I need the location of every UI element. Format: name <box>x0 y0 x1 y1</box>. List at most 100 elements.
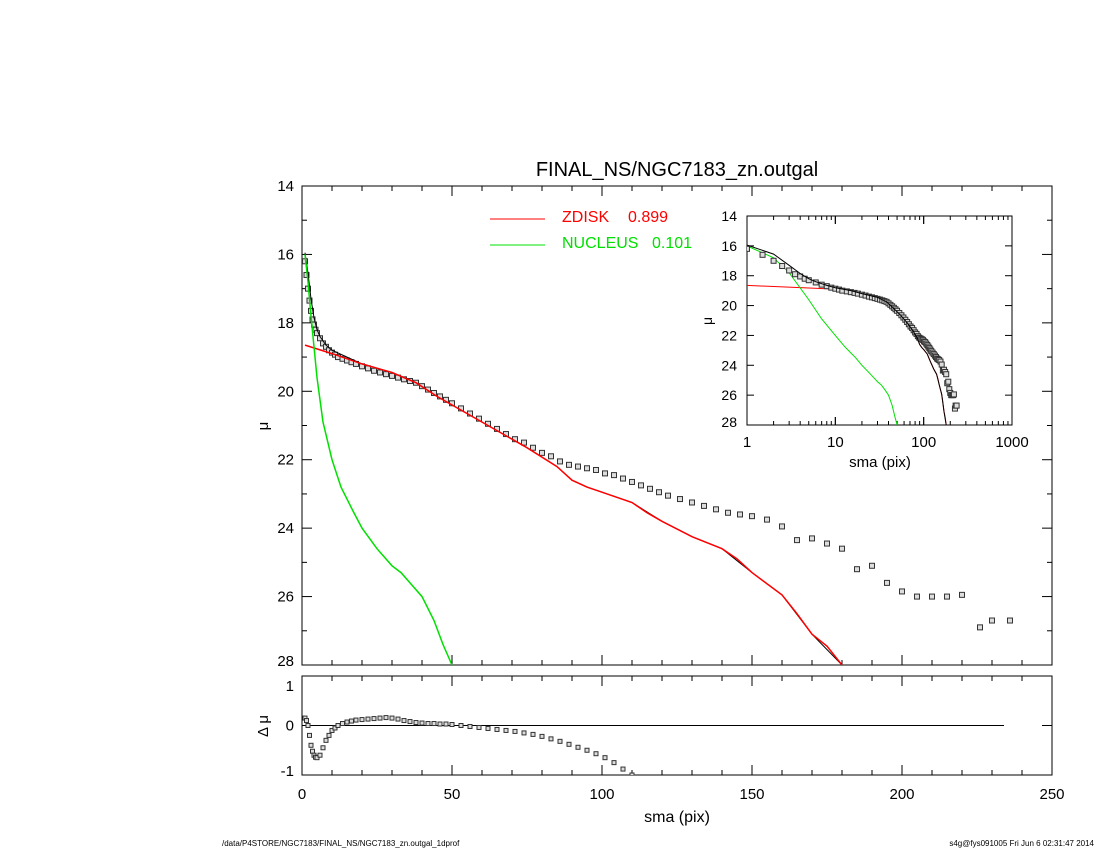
observed-point <box>611 472 617 479</box>
residual-point <box>326 732 332 738</box>
observed-point <box>389 372 395 379</box>
observed-point <box>839 545 845 552</box>
legend-zdisk-name: ZDISK <box>562 209 609 226</box>
x-tick-label: 150 <box>739 786 764 803</box>
residual-point <box>377 715 383 721</box>
residual-point <box>419 720 425 726</box>
residual-point <box>611 760 617 766</box>
inset-y-tick-label: 24 <box>721 357 737 373</box>
y-tick-label: 20 <box>277 383 294 400</box>
main-plot: 14 16 18 20 22 24 26 28 <box>277 178 1053 670</box>
y-tick-label: 14 <box>277 178 294 195</box>
residual-point <box>629 772 635 775</box>
nucleus-line <box>304 254 453 665</box>
inset-y-tick-label: 26 <box>721 387 737 403</box>
x-tick-label: 200 <box>889 786 914 803</box>
observed-point <box>764 516 770 523</box>
inset-nucleus-line <box>747 245 898 425</box>
observed-point <box>701 502 707 509</box>
residual-point <box>310 748 315 754</box>
residual-point <box>521 730 527 736</box>
footer-path: /data/P4STORE/NGC7183/FINAL_NS/NGC7183_z… <box>222 839 460 848</box>
residual-point <box>344 719 350 725</box>
x-tick-label: 50 <box>444 786 461 803</box>
residual-point <box>530 731 536 737</box>
inset-x-axis-label: sma (pix) <box>849 454 911 471</box>
inset-y-tick-label: 20 <box>721 298 737 314</box>
residual-point <box>476 724 482 730</box>
observed-point <box>725 509 731 516</box>
residual-axis-label: Δ μ <box>255 715 272 737</box>
residual-point <box>458 723 464 728</box>
observed-point <box>548 453 554 460</box>
residual-point <box>425 721 431 727</box>
y-tick-label: 22 <box>277 452 294 469</box>
observed-point <box>647 485 653 492</box>
residual-point <box>395 716 401 722</box>
residual-point <box>305 723 311 728</box>
residual-point <box>383 715 389 721</box>
residual-point <box>340 721 345 727</box>
observed-point <box>944 593 950 600</box>
chart-title: FINAL_NS/NGC7183_zn.outgal <box>536 159 818 181</box>
inset-observed-point <box>759 251 766 258</box>
residual-point <box>512 728 518 734</box>
inset-observed-point <box>779 263 786 270</box>
legend-zdisk-value: 0.899 <box>628 209 668 226</box>
observed-point <box>638 482 644 489</box>
inset-frame <box>746 215 1013 426</box>
inset-y-tick-label: 14 <box>721 208 737 224</box>
observed-point <box>584 465 590 472</box>
y-axis-label: μ <box>255 422 272 431</box>
residual-point <box>307 732 312 738</box>
residual-plot: 10-10 50 100 150 200 250 <box>281 675 1065 803</box>
inset-observed-point <box>786 267 793 274</box>
x-tick-label: 250 <box>1039 786 1064 803</box>
residual-point <box>548 736 554 742</box>
residual-point <box>389 715 395 721</box>
residual-point <box>320 745 326 751</box>
residual-point <box>602 755 608 761</box>
inset-y-tick-label: 22 <box>721 327 737 343</box>
inset-observed-point <box>943 371 950 378</box>
inset-observed-point <box>938 361 945 368</box>
zdisk-line <box>304 344 843 665</box>
observed-point <box>794 537 800 544</box>
y-tick-label: 16 <box>277 246 294 263</box>
residual-point <box>371 716 377 722</box>
inset-x-tick-label: 10 <box>827 434 844 451</box>
x-tick-label: 0 <box>298 786 306 803</box>
inset-observed-point <box>950 391 957 398</box>
inset-y-axis-label: μ <box>699 317 715 325</box>
inset-observed-point <box>770 257 777 264</box>
observed-point <box>665 492 671 499</box>
observed-point <box>377 369 383 376</box>
legend-nucleus-name: NUCLEUS <box>562 235 638 252</box>
observed-point <box>557 458 563 465</box>
inset-x-tick-label: 100 <box>911 434 936 451</box>
observed-point <box>779 523 785 530</box>
observed-point <box>809 535 815 542</box>
legend-nucleus-value: 0.101 <box>652 235 692 252</box>
observed-point <box>530 444 536 451</box>
residual-tick-label: -1 <box>281 763 294 780</box>
y-tick-label: 26 <box>277 589 294 606</box>
x-tick-label: 100 <box>589 786 614 803</box>
y-tick-label: 28 <box>277 653 294 670</box>
inset-x-tick-label: 1000 <box>995 434 1028 451</box>
observed-point <box>575 463 581 470</box>
observed-point <box>371 367 377 374</box>
observed-point <box>383 371 389 378</box>
observed-point <box>899 588 905 595</box>
residual-point <box>503 727 509 733</box>
residual-tick-label: 0 <box>286 718 294 735</box>
observed-point <box>521 439 527 446</box>
inset-y-tick-label: 18 <box>721 268 737 284</box>
residual-point <box>365 716 371 722</box>
residual-point <box>407 719 413 725</box>
residual-point <box>308 742 314 748</box>
observed-point <box>749 513 755 520</box>
observed-point <box>656 489 662 496</box>
inset-x-tick-label: 1 <box>743 434 751 451</box>
